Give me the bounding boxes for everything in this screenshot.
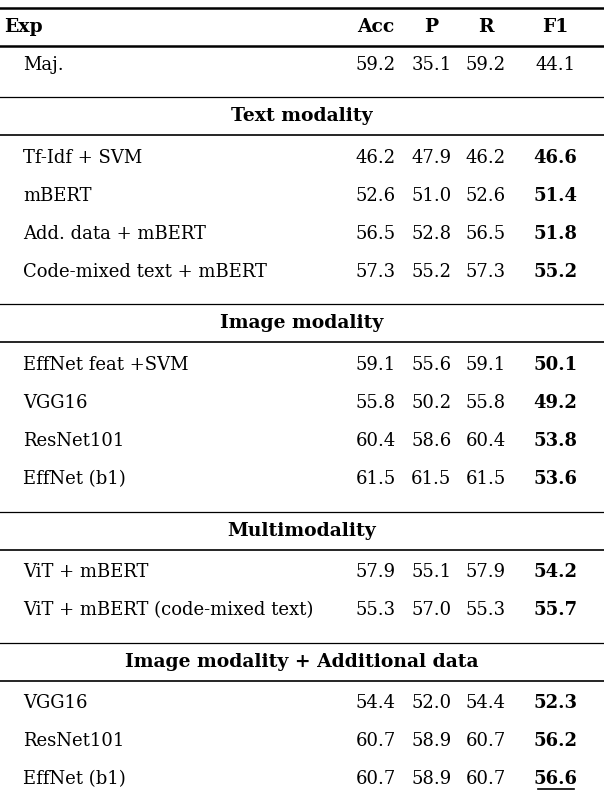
Text: 56.5: 56.5	[356, 225, 396, 243]
Text: 50.2: 50.2	[411, 394, 451, 412]
Text: 58.9: 58.9	[411, 732, 451, 750]
Text: 55.1: 55.1	[411, 563, 451, 581]
Text: 46.6: 46.6	[534, 149, 577, 167]
Text: Image modality + Additional data: Image modality + Additional data	[125, 653, 479, 671]
Text: P: P	[424, 18, 439, 36]
Text: 61.5: 61.5	[356, 470, 396, 488]
Text: 52.8: 52.8	[411, 225, 451, 243]
Text: mBERT: mBERT	[23, 187, 91, 205]
Text: Exp: Exp	[4, 18, 42, 36]
Text: Tf-Idf + SVM: Tf-Idf + SVM	[23, 149, 142, 167]
Text: 60.7: 60.7	[466, 732, 506, 750]
Text: 52.6: 52.6	[466, 187, 506, 205]
Text: 61.5: 61.5	[411, 470, 451, 488]
Text: 55.8: 55.8	[466, 394, 506, 412]
Text: F1: F1	[542, 18, 569, 36]
Text: 55.7: 55.7	[533, 601, 578, 619]
Text: 50.1: 50.1	[533, 356, 578, 374]
Text: ResNet101: ResNet101	[23, 432, 124, 450]
Text: 57.0: 57.0	[411, 601, 451, 619]
Text: 54.2: 54.2	[534, 563, 577, 581]
Text: 60.4: 60.4	[466, 432, 506, 450]
Text: 53.8: 53.8	[534, 432, 577, 450]
Text: 55.3: 55.3	[466, 601, 506, 619]
Text: 55.8: 55.8	[356, 394, 396, 412]
Text: 59.1: 59.1	[466, 356, 506, 374]
Text: Acc: Acc	[357, 18, 394, 36]
Text: 57.9: 57.9	[466, 563, 506, 581]
Text: 53.6: 53.6	[534, 470, 577, 488]
Text: 55.2: 55.2	[411, 263, 451, 281]
Text: 59.1: 59.1	[356, 356, 396, 374]
Text: 58.6: 58.6	[411, 432, 451, 450]
Text: 56.6: 56.6	[534, 770, 577, 788]
Text: Add. data + mBERT: Add. data + mBERT	[23, 225, 206, 243]
Text: 61.5: 61.5	[466, 470, 506, 488]
Text: 46.2: 46.2	[466, 149, 506, 167]
Text: 52.3: 52.3	[534, 694, 577, 713]
Text: Image modality: Image modality	[220, 314, 384, 333]
Text: 54.4: 54.4	[466, 694, 506, 713]
Text: 60.7: 60.7	[356, 770, 396, 788]
Text: 44.1: 44.1	[536, 56, 576, 74]
Text: 56.2: 56.2	[534, 732, 577, 750]
Text: Maj.: Maj.	[23, 56, 63, 74]
Text: EffNet (b1): EffNet (b1)	[23, 470, 126, 488]
Text: VGG16: VGG16	[23, 694, 88, 713]
Text: Code-mixed text + mBERT: Code-mixed text + mBERT	[23, 263, 267, 281]
Text: 47.9: 47.9	[411, 149, 451, 167]
Text: Multimodality: Multimodality	[228, 521, 376, 540]
Text: 57.3: 57.3	[356, 263, 396, 281]
Text: 52.6: 52.6	[356, 187, 396, 205]
Text: 49.2: 49.2	[534, 394, 577, 412]
Text: 60.7: 60.7	[466, 770, 506, 788]
Text: 46.2: 46.2	[356, 149, 396, 167]
Text: 35.1: 35.1	[411, 56, 451, 74]
Text: VGG16: VGG16	[23, 394, 88, 412]
Text: 55.6: 55.6	[411, 356, 451, 374]
Text: 60.4: 60.4	[356, 432, 396, 450]
Text: 51.8: 51.8	[534, 225, 577, 243]
Text: 55.2: 55.2	[533, 263, 578, 281]
Text: R: R	[478, 18, 493, 36]
Text: ViT + mBERT: ViT + mBERT	[23, 563, 149, 581]
Text: 55.3: 55.3	[356, 601, 396, 619]
Text: 58.9: 58.9	[411, 770, 451, 788]
Text: 52.0: 52.0	[411, 694, 451, 713]
Text: 57.9: 57.9	[356, 563, 396, 581]
Text: 60.7: 60.7	[356, 732, 396, 750]
Text: 51.4: 51.4	[534, 187, 577, 205]
Text: EffNet feat +SVM: EffNet feat +SVM	[23, 356, 188, 374]
Text: 59.2: 59.2	[356, 56, 396, 74]
Text: ViT + mBERT (code-mixed text): ViT + mBERT (code-mixed text)	[23, 601, 313, 619]
Text: 59.2: 59.2	[466, 56, 506, 74]
Text: EffNet (b1): EffNet (b1)	[23, 770, 126, 788]
Text: 54.4: 54.4	[356, 694, 396, 713]
Text: ResNet101: ResNet101	[23, 732, 124, 750]
Text: 56.5: 56.5	[466, 225, 506, 243]
Text: Text modality: Text modality	[231, 107, 373, 126]
Text: 57.3: 57.3	[466, 263, 506, 281]
Text: 51.0: 51.0	[411, 187, 451, 205]
